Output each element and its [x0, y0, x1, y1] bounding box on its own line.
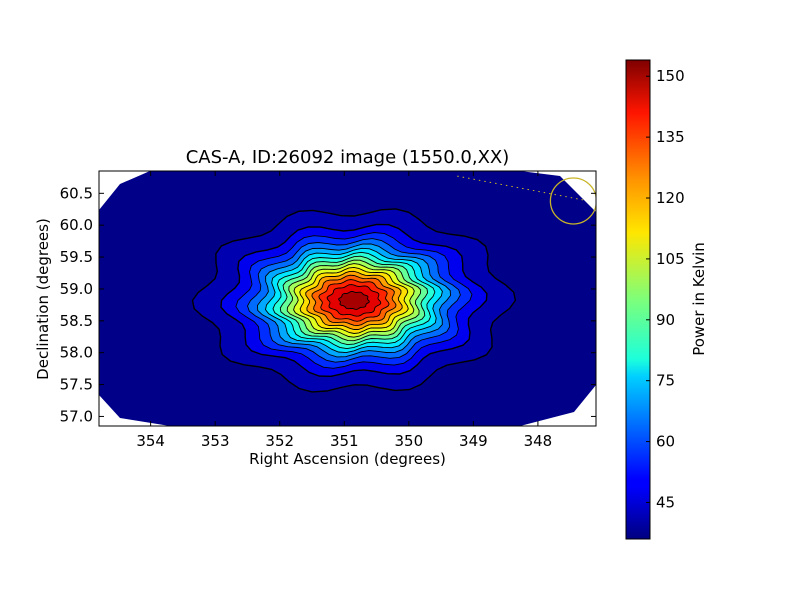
y-tick-label: 59.0: [60, 280, 93, 298]
x-tick-label: 351: [330, 432, 359, 450]
colorbar-tick-label: 45: [656, 493, 675, 511]
y-axis-label: Declination (degrees): [34, 218, 52, 380]
y-axis: 57.0 57.5 58.0 58.5 59.0 59.5 60.0 60.5: [60, 184, 596, 425]
colorbar-tick-label: 120: [656, 189, 685, 207]
beam-marker: [457, 175, 596, 225]
colorbar-tick-label: 135: [656, 128, 685, 146]
axes-frame: [98, 170, 597, 427]
x-tick-label: 350: [394, 432, 423, 450]
plot-area: [99, 171, 596, 426]
x-axis-label: Right Ascension (degrees): [249, 450, 446, 468]
chart-title: CAS-A, ID:26092 image (1550.0,XX): [186, 147, 510, 168]
colorbar-tick-label: 75: [656, 372, 675, 390]
colorbar: 45 60 75 90 105 120 135 150 Power in Kelvin: [625, 59, 708, 540]
colorbar-gradient: [625, 59, 651, 540]
x-axis: 354 353 352 351 350 349 348: [136, 171, 552, 450]
colorbar-tick-label: 105: [656, 250, 685, 268]
colorbar-ticks: 45 60 75 90 105 120 135 150: [646, 67, 685, 511]
x-tick-label: 352: [265, 432, 294, 450]
colorbar-tick-label: 90: [656, 311, 675, 329]
y-tick-label: 60.0: [60, 216, 93, 234]
contour-layer: [191, 208, 517, 393]
x-tick-label: 353: [201, 432, 230, 450]
x-tick-label: 349: [459, 432, 488, 450]
y-tick-label: 58.5: [60, 312, 93, 330]
x-tick-label: 354: [136, 432, 165, 450]
y-tick-label: 60.5: [60, 184, 93, 202]
contour-level: [338, 291, 370, 310]
colorbar-tick-label: 150: [656, 67, 685, 85]
y-tick-label: 57.5: [60, 376, 93, 394]
beam-circle: [549, 177, 596, 225]
colorbar-tick-label: 60: [656, 433, 675, 451]
colorbar-label: Power in Kelvin: [690, 242, 708, 356]
y-tick-label: 57.0: [60, 407, 93, 425]
y-tick-label: 58.0: [60, 344, 93, 362]
y-tick-label: 59.5: [60, 248, 93, 266]
x-tick-label: 348: [524, 432, 553, 450]
